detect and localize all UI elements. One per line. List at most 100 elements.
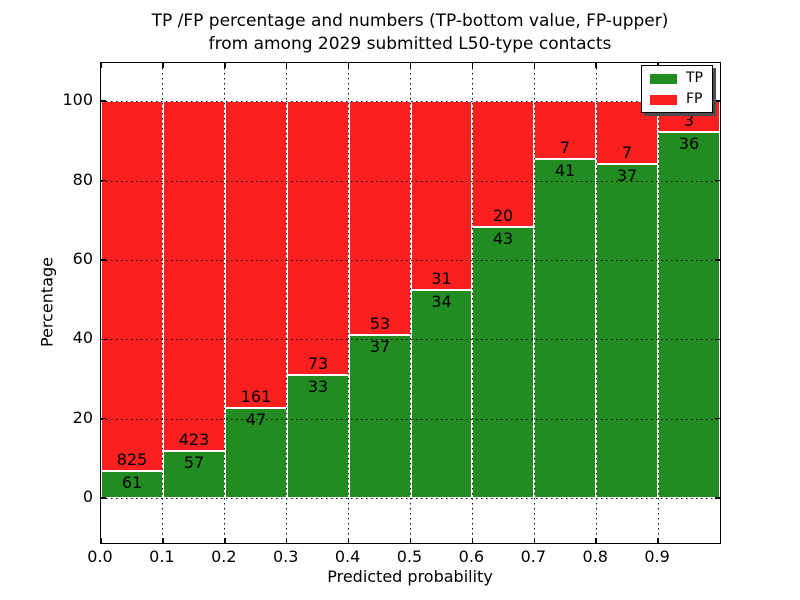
gridline-horizontal: [101, 418, 720, 420]
bar-segment-fp: [411, 101, 472, 291]
fp-count-label: 20: [492, 206, 514, 226]
legend-swatch-fp: [650, 94, 677, 105]
x-tickmark-bottom: [224, 538, 226, 543]
legend-label: FP: [686, 91, 703, 107]
gridline-vertical: [348, 63, 350, 543]
chart-title-line2: from among 2029 submitted L50-type conta…: [208, 34, 612, 55]
fp-count-label: 53: [369, 313, 391, 333]
fp-count-label: 7: [621, 143, 633, 163]
y-tick-label: 0: [82, 487, 93, 507]
x-tick-label: 0.7: [520, 547, 547, 566]
x-tickmark-top: [409, 63, 412, 68]
gridline-horizontal: [101, 101, 720, 103]
x-tickmark-bottom: [285, 538, 288, 543]
tp-count-label: 33: [307, 376, 329, 396]
bar-segment-tp: [225, 408, 287, 499]
fp-count-label: 161: [240, 387, 272, 407]
y-tickmark-right: [715, 179, 720, 182]
x-tick-label: 0.6: [458, 547, 485, 566]
y-tickmark-left: [101, 179, 106, 182]
bar-segment-tp: [596, 164, 658, 499]
x-tick-label: 0.3: [272, 547, 299, 566]
tp-count-label: 34: [431, 292, 452, 312]
y-tick-label: 80: [72, 169, 93, 189]
legend-item-tp: TP: [650, 70, 703, 86]
y-tick-label: 100: [62, 90, 93, 110]
y-tickmark-right: [715, 497, 720, 499]
x-tickmark-bottom: [657, 538, 659, 543]
x-tick-label: 0.0: [87, 547, 113, 566]
gridline-vertical: [471, 63, 473, 543]
x-tickmark-top: [347, 63, 350, 68]
x-tickmark-bottom: [100, 538, 102, 543]
x-tickmark-top: [471, 63, 474, 68]
legend-item-fp: FP: [650, 91, 703, 107]
x-tickmark-top: [285, 63, 288, 68]
tp-count-label: 37: [616, 166, 638, 186]
legend: TP FP: [641, 65, 713, 113]
tp-count-label: 47: [245, 410, 267, 430]
x-tickmark-bottom: [471, 538, 474, 543]
gridline-horizontal: [101, 180, 720, 182]
fp-count-label: 825: [116, 449, 148, 469]
gridline-horizontal: [101, 339, 720, 341]
y-tickmark-left: [101, 417, 106, 420]
x-axis-label: Predicted probability: [327, 567, 493, 586]
y-tickmark-right: [715, 417, 720, 420]
chart-title: TP /FP percentage and numbers (TP-bottom…: [90, 10, 730, 57]
fp-count-label: 3: [683, 110, 695, 130]
x-tickmark-bottom: [595, 538, 597, 543]
gridline-vertical: [286, 63, 288, 543]
y-tickmark-left: [101, 338, 106, 341]
tp-count-label: 36: [678, 133, 700, 153]
legend-swatch-tp: [650, 73, 677, 84]
bar-segment-fp: [287, 101, 349, 375]
x-tickmark-bottom: [533, 538, 536, 543]
fp-count-label: 423: [178, 429, 210, 449]
x-tickmark-top: [533, 63, 536, 68]
bar-segment-fp: [349, 101, 411, 335]
bar-segment-fp: [225, 101, 287, 409]
bar-segment-tp: [658, 131, 720, 499]
x-tickmark-bottom: [162, 538, 164, 543]
x-tickmark-top: [162, 63, 164, 68]
tp-count-label: 61: [121, 472, 143, 492]
gridline-vertical: [533, 63, 535, 543]
y-tickmark-right: [715, 100, 720, 102]
bar-segment-tp: [349, 334, 411, 499]
fp-count-label: 7: [559, 138, 571, 157]
x-tickmark-bottom: [409, 538, 412, 543]
tp-count-label: 57: [183, 452, 205, 472]
tp-count-label: 37: [369, 336, 391, 356]
x-tick-label: 0.4: [334, 547, 361, 566]
gridline-horizontal: [101, 498, 720, 500]
x-tick-label: 0.8: [582, 547, 608, 566]
bar-segment-fp: [101, 101, 163, 471]
x-tick-label: 0.2: [211, 547, 237, 566]
y-tickmark-left: [101, 497, 106, 499]
x-tick-label: 0.5: [396, 547, 423, 566]
bar-segment-tp: [472, 227, 534, 499]
gridline-vertical: [162, 63, 164, 543]
y-tick-label: 20: [72, 407, 93, 427]
plot-area: 825 61 423 57 161 47 73 33 53 37 31 34 20 43 7 41 7 37 3 36: [100, 62, 721, 544]
bar-segment-tp: [411, 290, 472, 499]
gridline-vertical: [657, 63, 659, 543]
gridline-vertical: [410, 63, 411, 543]
y-tickmark-left: [101, 100, 106, 102]
x-tick-label: 0.1: [149, 547, 175, 566]
bar-segment-tp: [101, 470, 163, 499]
bar-segment-tp: [163, 450, 225, 499]
x-tickmark-top: [595, 63, 597, 68]
tp-count-label: 41: [554, 161, 576, 180]
y-tick-label: 40: [72, 328, 93, 348]
fp-count-label: 31: [431, 269, 452, 289]
bar-segment-fp: [163, 101, 225, 451]
bar-segment-tp: [534, 159, 596, 499]
gridline-horizontal: [101, 259, 720, 261]
tp-count-label: 43: [492, 229, 514, 249]
y-tick-label: 60: [72, 248, 93, 268]
x-tickmark-top: [100, 63, 102, 68]
legend-label: TP: [686, 70, 703, 86]
